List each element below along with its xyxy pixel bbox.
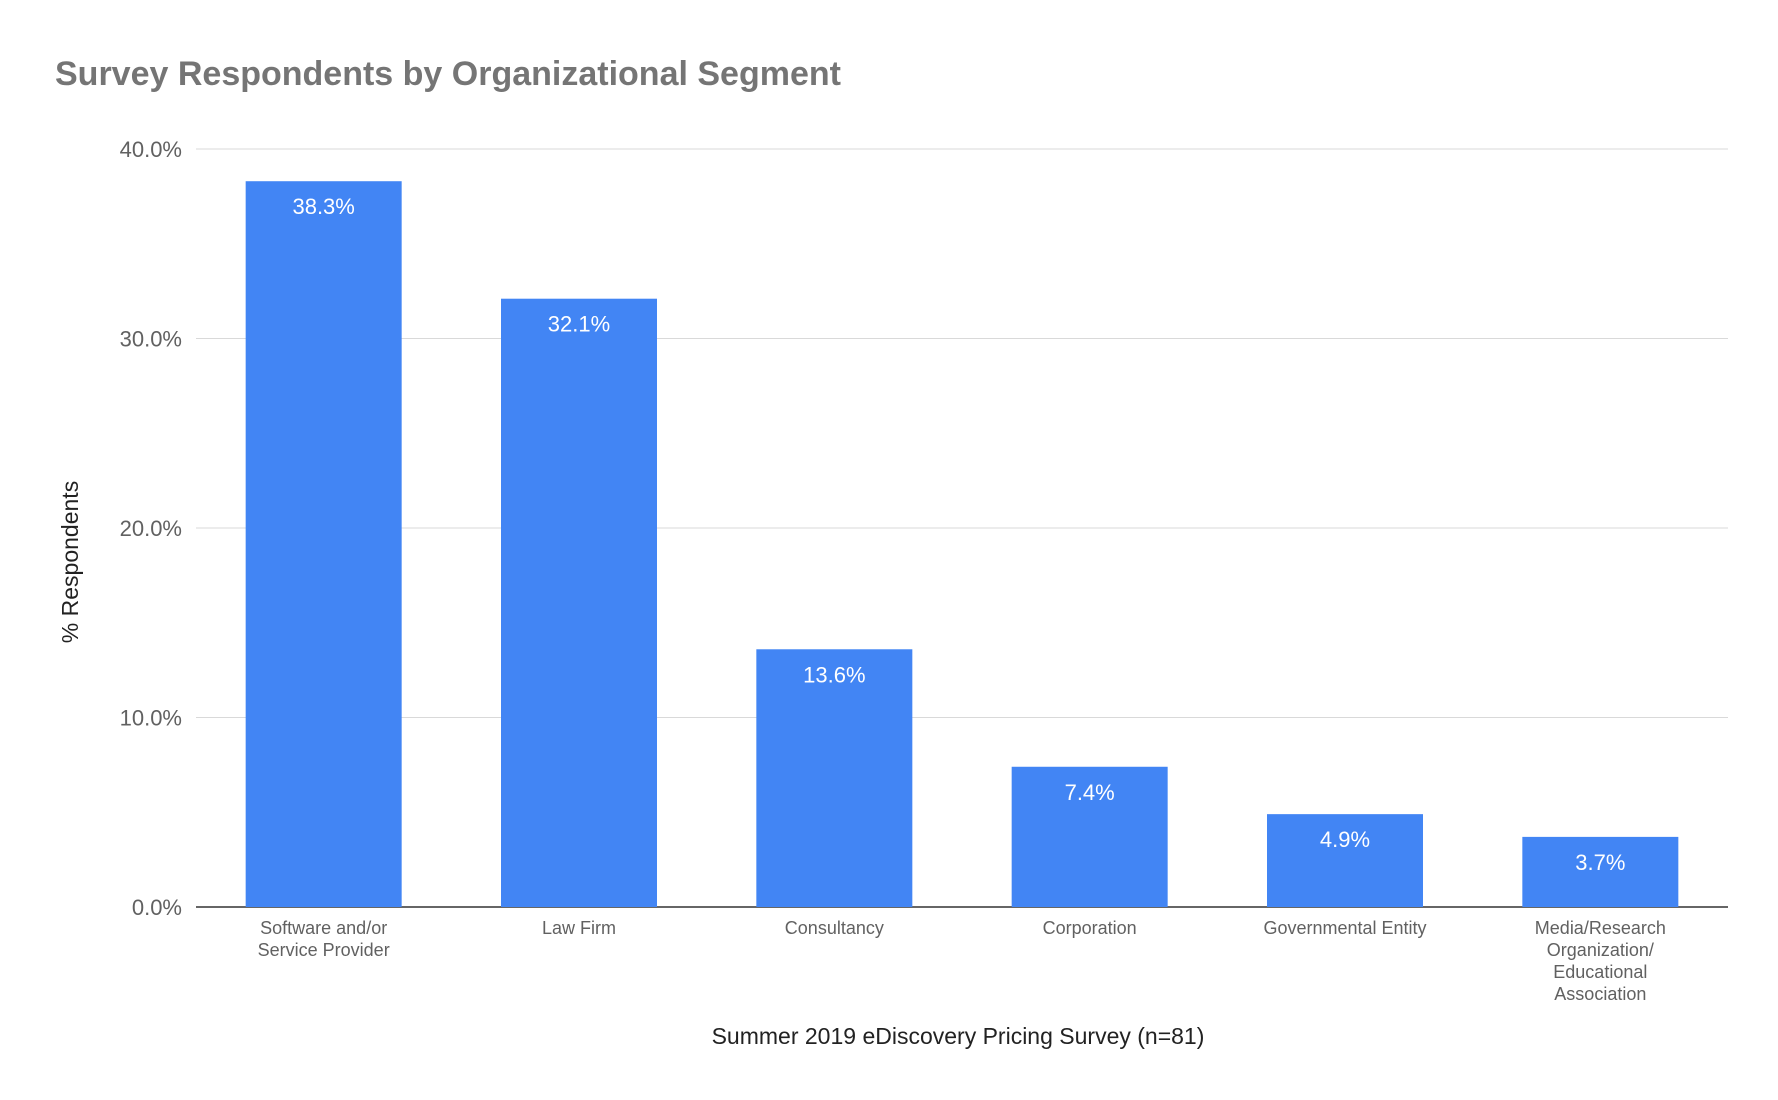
category-label: Corporation [1043, 918, 1137, 938]
bar [245, 181, 402, 908]
bar-value-label: 4.9% [1320, 827, 1370, 852]
chart-title: Survey Respondents by Organizational Seg… [55, 55, 841, 93]
category-label: Software and/or Service Provider [258, 918, 390, 960]
y-tick-label: 30.0% [120, 327, 182, 352]
bar [501, 298, 657, 908]
category-label: Law Firm [542, 918, 616, 938]
y-tick-label: 20.0% [120, 516, 182, 541]
bar [756, 649, 913, 907]
y-tick-label: 40.0% [120, 137, 182, 162]
bar [1522, 836, 1679, 907]
bar-value-label: 32.1% [548, 312, 610, 337]
bar [1267, 814, 1423, 907]
bars [245, 181, 1679, 908]
bar-value-label: 7.4% [1065, 780, 1115, 805]
y-tick-label: 10.0% [120, 706, 182, 731]
y-tick-label: 0.0% [132, 895, 182, 920]
bar [1011, 766, 1168, 907]
category-label: Media/Research Organization/Educational As… [1535, 918, 1666, 1004]
bar-value-label: 13.6% [803, 662, 865, 687]
bar-value-label: 3.7% [1575, 850, 1625, 875]
labels: 0.0% 10.0% 20.0% 30.0% 40.0% 38.3% 32.1% 13.6% 7… [120, 137, 1666, 1004]
x-axis-title: Summer 2019 eDiscovery Pricing Survey (n… [712, 1023, 1205, 1049]
y-axis-title: % Respondents [57, 481, 83, 643]
gridlines [196, 148, 1728, 908]
category-label: Governmental Entity [1263, 918, 1426, 938]
category-label: Consultancy [785, 918, 884, 938]
bar-value-label: 38.3% [292, 194, 354, 219]
